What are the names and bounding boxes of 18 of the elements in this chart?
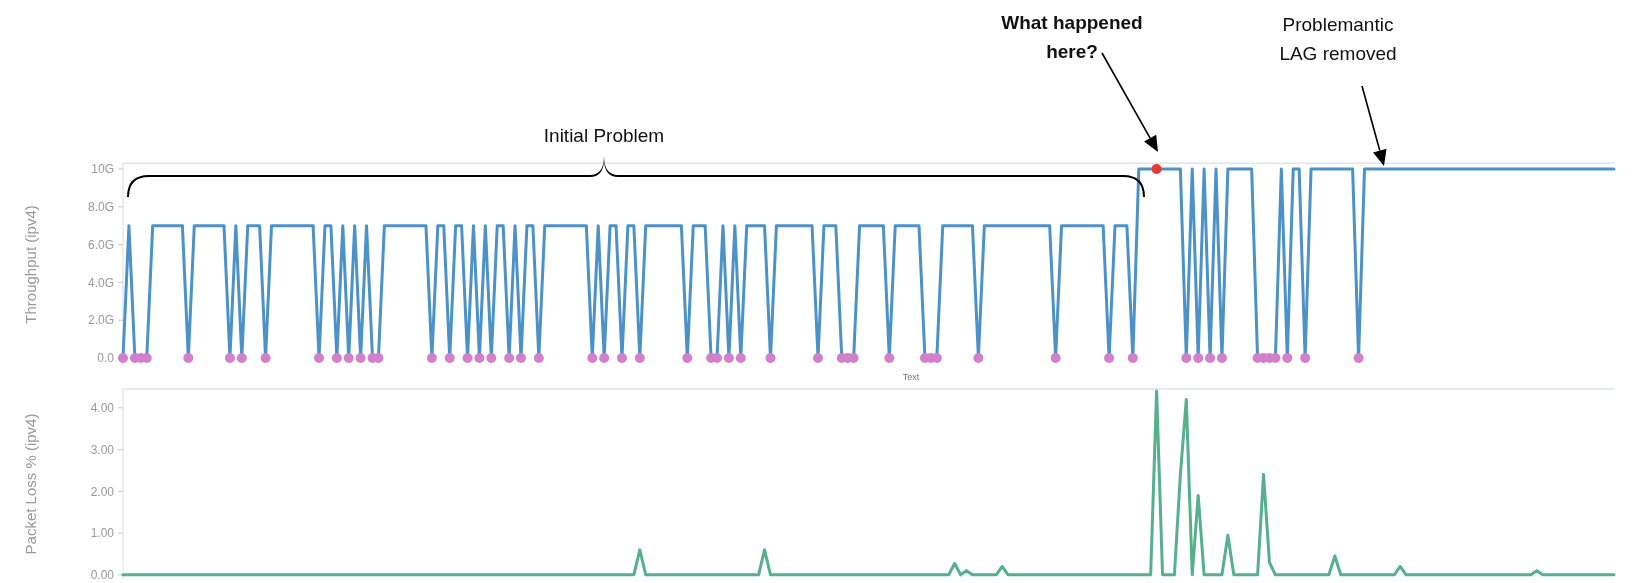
y-tick-label: 3.00 <box>90 442 115 457</box>
y-tick-label: 2.0G <box>87 313 114 328</box>
y-tick-label: 2.00 <box>90 484 115 499</box>
y-tick-label: 6.0G <box>87 237 114 252</box>
text: What happened here? <box>1001 11 1143 62</box>
line-series <box>121 389 1616 577</box>
y-tick-label: 4.00 <box>90 400 115 415</box>
text: Initial Problem <box>543 124 665 146</box>
y-tick-label: 0.0 <box>97 351 115 366</box>
x-axis-title: Text <box>902 372 920 382</box>
y-tick-label: 1.00 <box>90 526 115 541</box>
y-tick-label: 10G <box>91 162 114 177</box>
y-axis-title: Packet Loss % (ipv4) <box>22 413 39 555</box>
y-tick-label: 8.0G <box>87 199 114 214</box>
y-tick-label: 4.0G <box>87 275 114 290</box>
y-axis-title: Throughput (ipv4) <box>22 205 39 324</box>
y-tick-label: 0.00 <box>90 568 115 583</box>
text: Problemantic LAG removed <box>1279 13 1397 64</box>
